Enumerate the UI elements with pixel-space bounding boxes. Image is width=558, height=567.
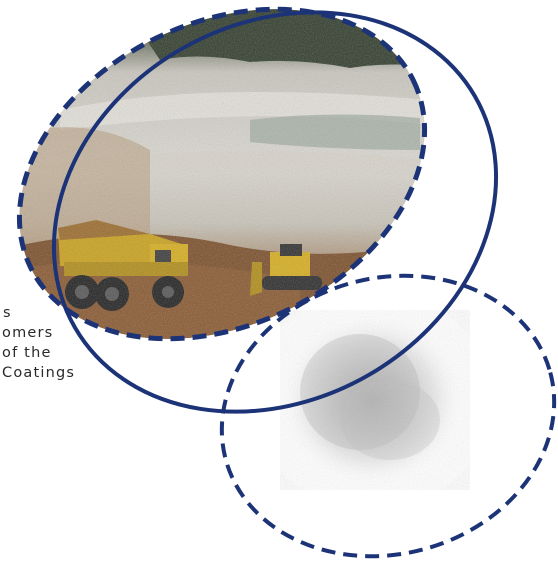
caption-line-3: of the xyxy=(2,345,52,361)
solid-ring-outline xyxy=(51,10,499,414)
caption-line-4: Coatings xyxy=(2,365,76,381)
cropped-caption-text: s omers of the Coatings xyxy=(0,303,200,383)
caption-line-1: s xyxy=(3,305,12,321)
mine-dashed-outline xyxy=(16,6,428,342)
powder-dashed-outline xyxy=(219,273,557,559)
caption-line-2: omers xyxy=(2,325,54,341)
